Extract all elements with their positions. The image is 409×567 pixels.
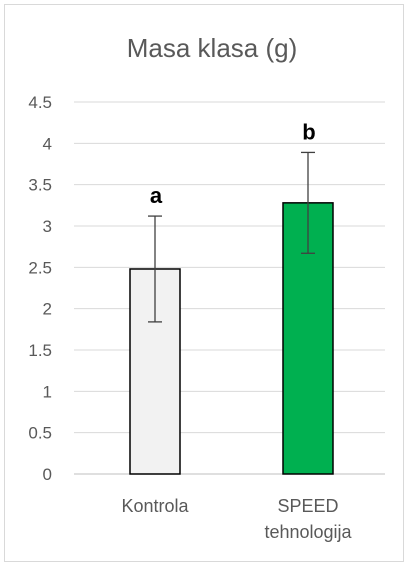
- y-tick-label: 2.5: [28, 258, 52, 277]
- y-tick-label: 3: [43, 217, 52, 236]
- y-tick-label: 4.5: [28, 93, 52, 112]
- y-tick-label: 1.5: [28, 341, 52, 360]
- significance-label-1: a: [150, 183, 163, 208]
- chart-title: Masa klasa (g): [127, 33, 298, 63]
- error-bar-1: [148, 215, 162, 323]
- y-tick-label: 2: [43, 300, 52, 319]
- y-tick-label: 0: [43, 465, 52, 484]
- category-label-2: SPEED: [277, 496, 338, 516]
- y-tick-label: 3.5: [28, 176, 52, 195]
- y-tick-label: 4: [43, 134, 52, 153]
- error-bar-2: [301, 151, 315, 254]
- category-label-2: tehnologija: [264, 522, 352, 542]
- y-tick-label: 0.5: [28, 424, 52, 443]
- category-label-1: Kontrola: [121, 496, 189, 516]
- chart-frame: [4, 4, 404, 562]
- significance-label-2: b: [302, 119, 315, 144]
- y-tick-label: 1: [43, 382, 52, 401]
